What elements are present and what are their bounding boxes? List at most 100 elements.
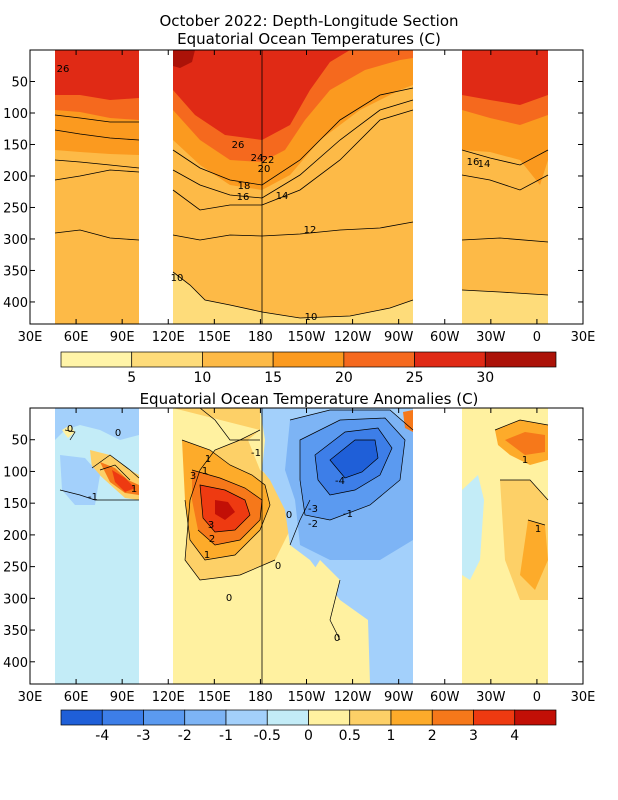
x-tick-label: 150W [288, 330, 326, 345]
colorbar-swatch [60, 709, 103, 726]
colorbar-label: 5 [127, 370, 136, 386]
contour-label: 0 [67, 424, 73, 435]
x-tick-label: 120W [334, 330, 372, 345]
colorbar-label: -2 [178, 728, 192, 744]
y-tick-label: 350 [3, 264, 28, 279]
y-tick-label: 400 [3, 656, 28, 671]
y-tick-label: 350 [3, 624, 28, 639]
temperature-field [30, 50, 583, 324]
y-tick-label: 200 [3, 529, 28, 544]
colorbar-label: 4 [510, 728, 519, 744]
contour-label: 26 [57, 64, 70, 75]
contour-label: -4 [335, 476, 345, 487]
x-tick-label: 60W [430, 330, 460, 345]
y-tick-label: 150 [3, 497, 28, 512]
contour-label: -1 [251, 448, 261, 459]
colorbar-swatch [101, 709, 144, 726]
colorbar-swatch [308, 709, 351, 726]
y-tick-label: 50 [11, 75, 28, 90]
y-tick-label: 250 [3, 561, 28, 576]
x-tick-label: 30E [18, 690, 43, 705]
x-tick-label: 180 [248, 690, 273, 705]
contour-label: 14 [478, 159, 491, 170]
colorbar-label: -4 [95, 728, 109, 744]
colorbar-label: 0 [304, 728, 313, 744]
colorbar-swatch [349, 709, 392, 726]
contour-label: 16 [467, 157, 480, 168]
temperature-colorbar: 5 10 15 20 25 30 [60, 351, 557, 386]
contour-label: 0 [334, 633, 340, 644]
contour-label: 20 [258, 164, 271, 175]
x-tick-label: 180 [248, 330, 273, 345]
contour-label: 0 [226, 593, 232, 604]
x-tick-label: 60W [430, 690, 460, 705]
colorbar-swatch [202, 351, 274, 368]
colorbar-label: -0.5 [254, 728, 281, 744]
colorbar-swatch [225, 709, 268, 726]
x-tick-label: 150E [198, 690, 231, 705]
contour-label: -1 [343, 509, 353, 520]
contour-label: 24 [251, 153, 264, 164]
colorbar-swatch [131, 351, 203, 368]
contour-label: 1 [202, 466, 208, 477]
anomaly-panel: Equatorial Ocean Temperature Anomalies (… [3, 390, 595, 744]
contour-label: 1 [535, 524, 541, 535]
x-tick-label: 150E [198, 330, 231, 345]
contour-label: 18 [238, 181, 251, 192]
colorbar-label: 20 [335, 370, 353, 386]
contour-label: 0 [286, 510, 292, 521]
colorbar-swatch [266, 709, 309, 726]
contour-label: 3 [208, 520, 214, 531]
contour-labels: 0 0 1 -1 1 3 1 -1 3 2 1 0 0 -4 -3 -2 -1 … [67, 424, 541, 644]
contour-labels: 26 26 24 22 20 18 16 14 12 10 10 16 14 [57, 64, 491, 323]
colorbar-label: 30 [476, 370, 494, 386]
chart-title: Equatorial Ocean Temperature Anomalies (… [140, 390, 479, 408]
colorbar-label: -1 [219, 728, 233, 744]
contour-label: 10 [171, 273, 184, 284]
colorbar-swatch [414, 351, 486, 368]
contour-label: 2 [209, 534, 215, 545]
colorbar-label: 25 [406, 370, 424, 386]
x-tick-label: 120E [152, 330, 185, 345]
contour-label: 1 [522, 455, 528, 466]
colorbar-label: 1 [387, 728, 396, 744]
colorbar-label: 0.5 [339, 728, 361, 744]
contour-label: 16 [237, 192, 250, 203]
colorbar-label: 3 [469, 728, 478, 744]
colorbar-swatch [343, 351, 415, 368]
x-tick-label: 30E [18, 330, 43, 345]
contour-label: 0 [115, 428, 121, 439]
colorbar-swatch [431, 709, 474, 726]
contour-label: 0 [275, 561, 281, 572]
colorbar-swatch [484, 351, 557, 368]
y-tick-label: 250 [3, 201, 28, 216]
colorbar-label: 10 [194, 370, 212, 386]
x-tick-label: 60E [64, 690, 89, 705]
x-tick-label: 30W [476, 330, 506, 345]
contour-label: 26 [232, 140, 245, 151]
colorbar-swatch [143, 709, 186, 726]
x-tick-label: 30E [571, 690, 596, 705]
y-tick-label: 150 [3, 138, 28, 153]
contour-label: -3 [308, 504, 318, 515]
y-tick-label: 50 [11, 434, 28, 449]
x-tick-label: 150W [288, 690, 326, 705]
anomaly-colorbar: -4 -3 -2 -1 -0.5 0 0.5 1 2 3 4 [60, 709, 557, 744]
y-tick-label: 100 [3, 107, 28, 122]
y-tick-label: 200 [3, 170, 28, 185]
y-tick-label: 400 [3, 296, 28, 311]
colorbar-swatch [473, 709, 516, 726]
chart-title: October 2022: Depth-Longitude Section [160, 12, 459, 30]
x-tick-label: 0 [533, 330, 541, 345]
y-tick-label: 300 [3, 233, 28, 248]
x-tick-label: 90W [384, 330, 414, 345]
y-tick-label: 300 [3, 592, 28, 607]
contour-label: -2 [308, 519, 318, 530]
x-tick-label: 120W [334, 690, 372, 705]
chart-subtitle: Equatorial Ocean Temperatures (C) [177, 30, 441, 48]
colorbar-swatch [184, 709, 227, 726]
x-tick-label: 90E [110, 690, 135, 705]
